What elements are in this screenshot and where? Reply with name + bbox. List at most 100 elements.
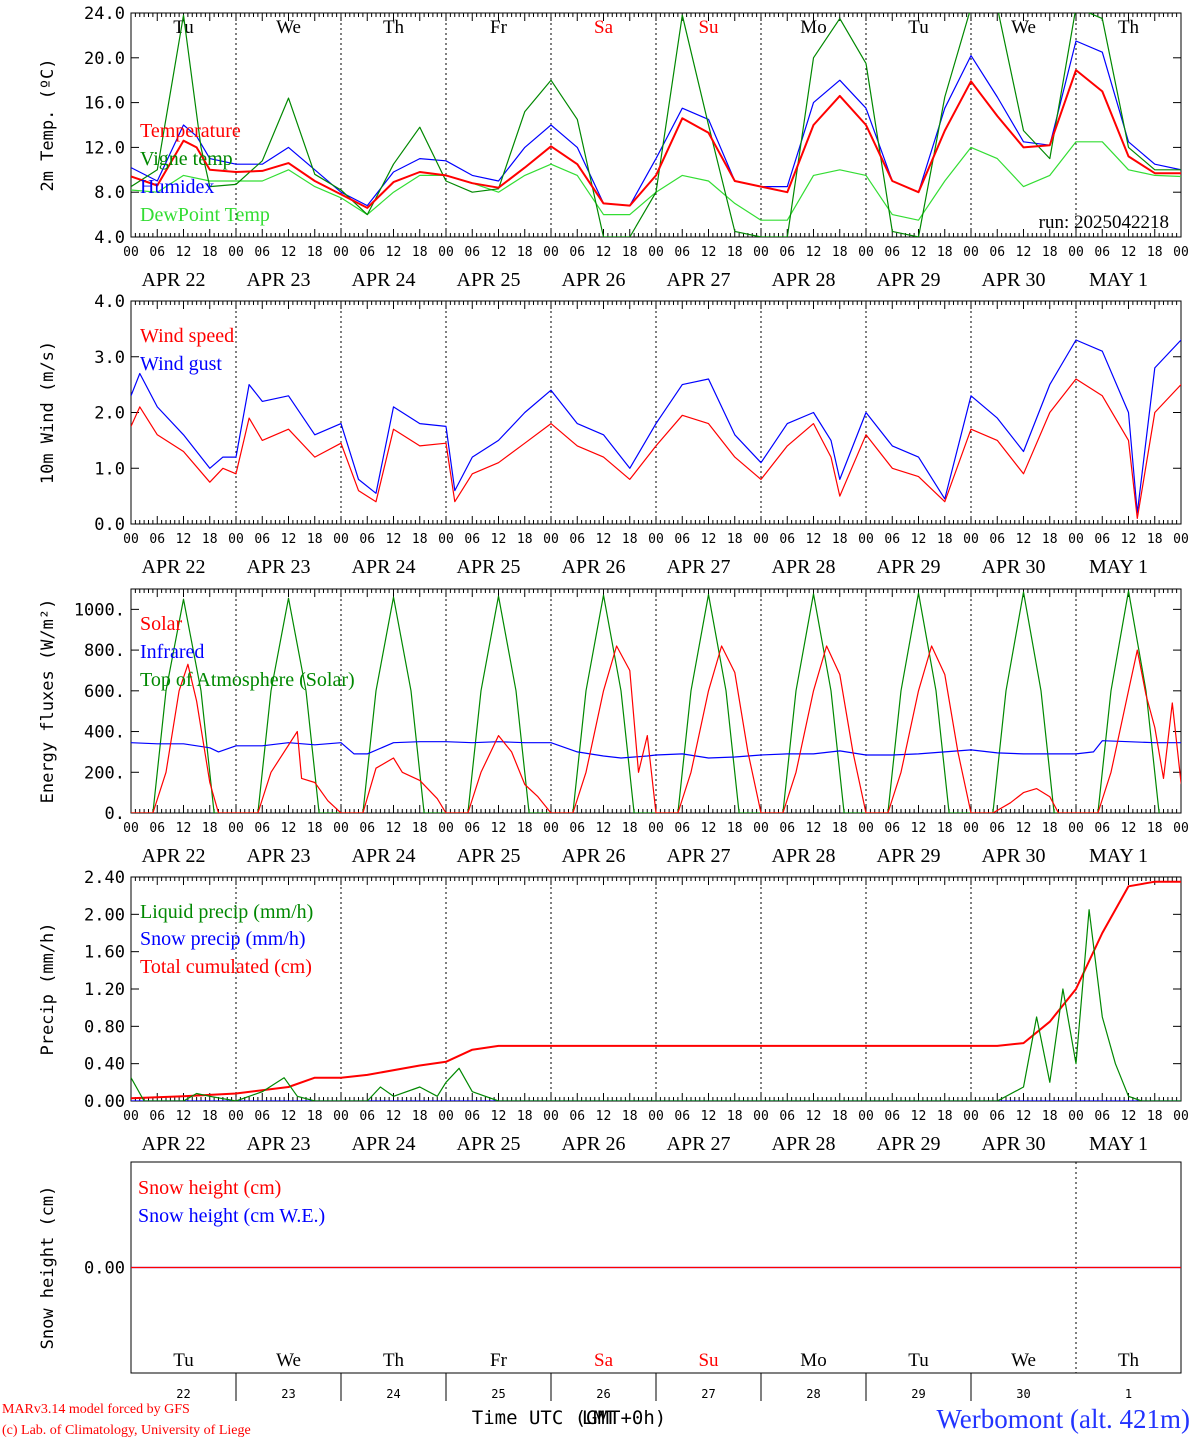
legend-entry: Solar xyxy=(140,613,183,635)
hour-label: 06 xyxy=(1094,1109,1110,1124)
hour-label: 18 xyxy=(1042,1109,1058,1124)
hour-label: 12 xyxy=(176,532,192,547)
hour-label: 18 xyxy=(202,1109,218,1124)
series-line xyxy=(131,339,1181,514)
hour-label: 00 xyxy=(1068,245,1084,260)
hour-label: 18 xyxy=(832,1109,848,1124)
panel-5: 0.00 Snow height (cm) Tu 22 We 23 Th 24 Fr 25 Sa 26… xyxy=(38,1161,1182,1401)
date-label: APR 23 xyxy=(247,1133,311,1155)
hour-label: 18 xyxy=(202,245,218,260)
hour-label: 18 xyxy=(202,532,218,547)
hour-label: 12 xyxy=(701,245,717,260)
date-label: APR 22 xyxy=(142,1133,206,1155)
hour-label: 18 xyxy=(517,532,533,547)
y-axis-title: 10m Wind (m/s) xyxy=(38,341,58,484)
series-line xyxy=(131,880,1181,1100)
y-tick-label: 2.00 xyxy=(84,905,125,925)
y-tick-label: 400. xyxy=(84,723,125,743)
hour-label: 06 xyxy=(779,532,795,547)
date-label: APR 23 xyxy=(247,269,311,291)
date-label: APR 23 xyxy=(247,556,311,578)
hour-label: 00 xyxy=(1173,532,1189,547)
date-label: APR 27 xyxy=(667,269,731,291)
hour-label: 00 xyxy=(228,532,244,547)
date-label: APR 22 xyxy=(142,556,206,578)
hour-label: 00 xyxy=(753,821,769,836)
hour-label: 06 xyxy=(149,821,165,836)
hour-label: 18 xyxy=(517,245,533,260)
hour-label: 18 xyxy=(412,532,428,547)
series-group xyxy=(131,590,1181,813)
hour-label: 00 xyxy=(858,1109,874,1124)
legend-entry: Humidex xyxy=(140,176,214,198)
day-number: 1 xyxy=(1125,1387,1132,1401)
hour-label: 06 xyxy=(254,245,270,260)
hour-label: 18 xyxy=(412,1109,428,1124)
hour-label: 06 xyxy=(1094,245,1110,260)
y-tick-label: 0.0 xyxy=(94,515,125,535)
hour-label: 12 xyxy=(491,245,507,260)
date-label: APR 24 xyxy=(352,1133,416,1155)
hour-label: 18 xyxy=(517,1109,533,1124)
hour-label: 06 xyxy=(254,821,270,836)
legend-entry: Snow height (cm) xyxy=(138,1177,281,1199)
weekday-label: Mo xyxy=(800,1350,826,1371)
hour-label: 00 xyxy=(438,532,454,547)
hour-label: 12 xyxy=(491,1109,507,1124)
hour-label: 00 xyxy=(753,245,769,260)
run-label: run: 2025042218 xyxy=(1039,212,1169,233)
panel-3: 1000. 800. 600. 400. 200. 0. Energy fluxes (W/… xyxy=(38,588,1189,867)
date-label: APR 28 xyxy=(772,269,836,291)
weekday-label: Tu xyxy=(173,17,194,38)
hour-label: 18 xyxy=(1042,532,1058,547)
date-label: APR 29 xyxy=(877,556,941,578)
hour-label: 00 xyxy=(963,245,979,260)
y-axis-title: Snow height (cm) xyxy=(38,1186,58,1350)
series-group xyxy=(131,13,1181,237)
date-label: APR 28 xyxy=(772,845,836,867)
hour-label: 12 xyxy=(491,532,507,547)
hour-label: 18 xyxy=(727,821,743,836)
hour-label: 12 xyxy=(176,245,192,260)
day-number: 25 xyxy=(491,1387,505,1401)
hour-label: 12 xyxy=(1016,821,1032,836)
date-label: APR 26 xyxy=(562,269,626,291)
hour-label: 00 xyxy=(648,1109,664,1124)
series-line xyxy=(131,69,1181,209)
hour-label: 12 xyxy=(1121,821,1137,836)
weekday-label: Tu xyxy=(908,1350,929,1371)
hour-label: 18 xyxy=(937,532,953,547)
legend-entry: DewPoint Temp xyxy=(140,204,270,226)
hour-label: 12 xyxy=(596,821,612,836)
weekday-label: Fr xyxy=(490,17,508,38)
date-label: APR 25 xyxy=(457,269,521,291)
hour-label: 06 xyxy=(884,1109,900,1124)
hour-label: 12 xyxy=(1121,1109,1137,1124)
hour-label: 00 xyxy=(1068,821,1084,836)
date-label: MAY 1 xyxy=(1089,556,1148,578)
hour-label: 06 xyxy=(464,1109,480,1124)
hour-label: 06 xyxy=(884,245,900,260)
series-line xyxy=(131,40,1181,207)
hour-label: 06 xyxy=(359,1109,375,1124)
date-label: MAY 1 xyxy=(1089,1133,1148,1155)
hour-label: 18 xyxy=(622,245,638,260)
date-label: APR 25 xyxy=(457,845,521,867)
hour-label: 12 xyxy=(491,821,507,836)
legend-entry: Top of Atmosphere (Solar) xyxy=(140,669,355,691)
hour-label: 18 xyxy=(937,821,953,836)
y-tick-label: 1.60 xyxy=(84,943,125,963)
hour-label: 18 xyxy=(622,821,638,836)
weekday-label: Tu xyxy=(173,1350,194,1371)
legend-entry: Wind speed xyxy=(140,325,234,347)
weekday-label: Tu xyxy=(908,17,929,38)
hour-label: 12 xyxy=(806,532,822,547)
hour-label: 12 xyxy=(1121,245,1137,260)
date-label: APR 30 xyxy=(982,1133,1046,1155)
day-number: 26 xyxy=(596,1387,610,1401)
hour-label: 18 xyxy=(307,1109,323,1124)
date-label: APR 29 xyxy=(877,269,941,291)
y-tick-label: 4.0 xyxy=(94,292,125,312)
weekday-label: Fr xyxy=(490,1350,508,1371)
